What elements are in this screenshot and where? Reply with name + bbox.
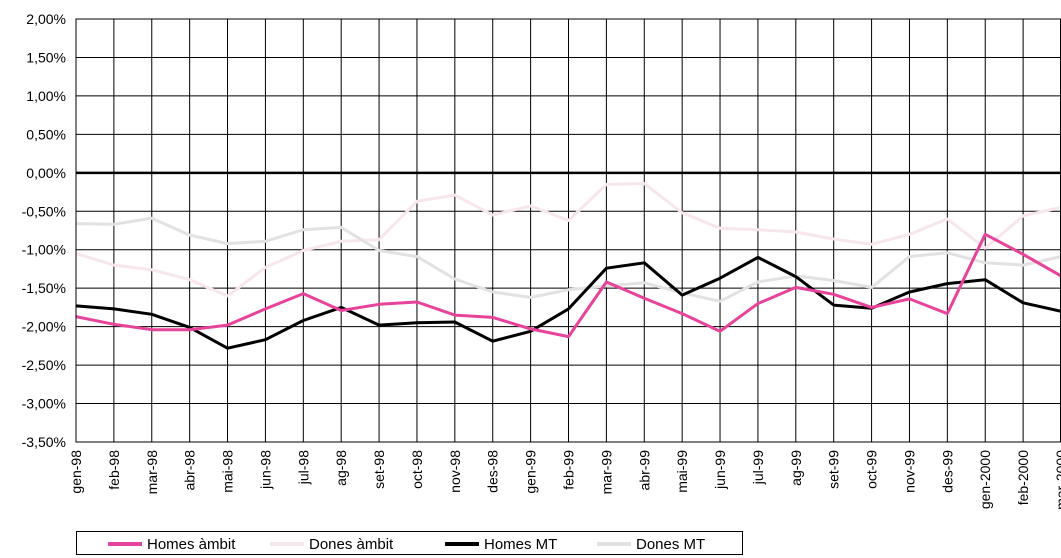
legend-swatch-homes-ambit: [108, 542, 142, 546]
x-tick-label: jul-99: [750, 450, 766, 485]
y-axis-tick-labels: 2,00% 1,50% 1,00% 0,50% 0,00% -0,50% -1,00% -1,…: [22, 11, 66, 450]
y-tick-label: 1,50%: [26, 49, 66, 65]
x-tick-label: set-98: [371, 450, 387, 489]
x-tick-label: oct-99: [864, 450, 880, 489]
y-tick-label: 0,00%: [26, 165, 66, 181]
legend-item-dones-ambit: Dones àmbit: [270, 534, 393, 554]
legend-label-homes-ambit: Homes àmbit: [147, 535, 236, 553]
x-tick-label: gen-2000: [977, 450, 993, 509]
x-tick-label: feb-99: [561, 450, 577, 490]
y-tick-label: -1,00%: [22, 242, 66, 258]
y-tick-label: -2,50%: [22, 357, 66, 373]
x-tick-label: mar-99: [598, 450, 614, 495]
x-tick-label: mar-2000: [1053, 450, 1061, 510]
x-tick-label: gen-98: [68, 450, 84, 494]
series-line-homes-mbit: [75, 232, 1061, 339]
x-tick-label: nov-98: [447, 450, 463, 493]
x-tick-label: mar-98: [144, 450, 160, 495]
x-tick-label: mai-98: [220, 450, 236, 493]
y-tick-label: 2,00%: [26, 11, 66, 27]
series-line-dones-mt: [75, 216, 1061, 303]
series-line-homes-mt: [75, 255, 1061, 350]
x-tick-label: feb-98: [106, 450, 122, 490]
chart-grid: [75, 18, 1061, 443]
x-tick-label: des-99: [939, 450, 955, 493]
x-tick-label: des-98: [485, 450, 501, 493]
y-tick-label: -2,00%: [22, 319, 66, 335]
x-tick-label: set-99: [826, 450, 842, 489]
legend-label-dones-mt: Dones MT: [636, 535, 706, 553]
x-tick-label: ag-99: [788, 450, 804, 486]
x-tick-label: jul-98: [295, 450, 311, 485]
y-tick-label: -3,00%: [22, 396, 66, 412]
legend-label-dones-ambit: Dones àmbit: [309, 535, 394, 553]
y-tick-label: -0,50%: [22, 203, 66, 219]
x-tick-label: jun-98: [257, 450, 273, 490]
legend-item-homes-ambit: Homes àmbit: [108, 534, 235, 554]
legend-swatch-dones-ambit: [270, 542, 304, 546]
legend-swatch-dones-mt: [597, 542, 631, 546]
x-tick-label: jun-99: [712, 450, 728, 490]
legend-swatch-homes-mt: [445, 542, 479, 546]
y-tick-label: -3,50%: [22, 434, 66, 450]
legend-label-homes-mt: Homes MT: [484, 535, 558, 553]
chart-legend: Homes àmbit Dones àmbit Homes MT Dones M…: [76, 531, 743, 555]
y-tick-label: 1,00%: [26, 88, 66, 104]
y-tick-label: -1,50%: [22, 280, 66, 296]
series-lines: [75, 182, 1061, 350]
y-tick-label: 0,50%: [26, 126, 66, 142]
series-line-dones-mbit: [75, 182, 1061, 298]
x-tick-label: gen-99: [523, 450, 539, 494]
x-tick-label: oct-98: [409, 450, 425, 489]
x-tick-label: feb-2000: [1015, 450, 1031, 505]
x-tick-label: abr-99: [636, 450, 652, 491]
legend-item-dones-mt: Dones MT: [597, 534, 705, 554]
x-tick-label: nov-99: [901, 450, 917, 493]
x-tick-label: abr-98: [182, 450, 198, 491]
x-tick-label: mai-99: [674, 450, 690, 493]
x-axis-tick-labels: gen-98 feb-98 mar-98 abr-98 mai-98 jun-98 jul-…: [68, 450, 1061, 510]
x-tick-label: ag-98: [333, 450, 349, 486]
legend-item-homes-mt: Homes MT: [445, 534, 557, 554]
